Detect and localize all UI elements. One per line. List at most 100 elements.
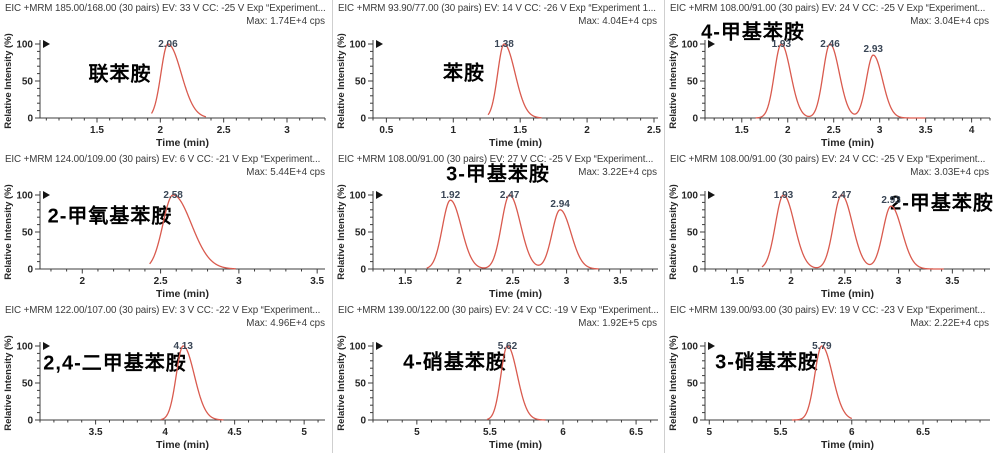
x-tick-label: 5.5 (774, 427, 788, 438)
x-tick-label: 2 (584, 125, 590, 136)
y-tick-label: 0 (692, 265, 698, 276)
trace-marker-icon (376, 40, 383, 48)
y-tick-label: 0 (692, 114, 698, 125)
chromatogram-panel[interactable]: EIC +MRM 93.90/77.00 (30 pairs) EV: 14 V… (332, 0, 664, 151)
y-axis-title: Relative Intensity (%) (3, 184, 14, 280)
chromatogram-trace (426, 194, 600, 270)
x-tick-label: 3.5 (919, 125, 933, 136)
trace-marker-icon (43, 191, 50, 199)
trace-marker-icon (708, 342, 715, 350)
chromatogram-plot: 0 50 100 1.5 2 2.5 3 3.5 4 Time (min) Relative Int… (668, 33, 991, 149)
peak-rt-label: 5.79 (812, 341, 832, 352)
x-axis-title: Time (min) (489, 137, 542, 149)
x-axis-title: Time (min) (156, 288, 209, 300)
chromatogram-panel[interactable]: EIC +MRM 139.00/93.00 (30 pairs) EV: 19 … (664, 302, 996, 453)
chromatogram-panel[interactable]: EIC +MRM 108.00/91.00 (30 pairs) EV: 27 … (332, 151, 664, 302)
y-tick-label: 100 (681, 40, 698, 51)
peak-rt-label: 2.93 (881, 195, 901, 206)
x-tick-label: 4 (162, 427, 168, 438)
peak-rt-label: 1.92 (441, 190, 461, 201)
y-tick-label: 100 (681, 191, 698, 202)
y-tick-label: 50 (687, 228, 699, 239)
chromatogram-panel[interactable]: EIC +MRM 185.00/168.00 (30 pairs) EV: 33… (0, 0, 332, 151)
y-tick-label: 100 (349, 40, 366, 51)
y-tick-label: 0 (360, 416, 366, 427)
chromatogram-plot: 0 50 100 0.5 1 1.5 2 2.5 Time (min) Relative Inte… (336, 33, 661, 149)
chromatogram-panel[interactable]: EIC +MRM 124.00/109.00 (30 pairs) EV: 6 … (0, 151, 332, 302)
peak-rt-label: 2.47 (832, 190, 852, 201)
compound-name-label: 2-甲氧基苯胺 (47, 205, 173, 228)
x-tick-label: 2 (158, 125, 164, 136)
y-axis-title: Relative Intensity (%) (668, 184, 679, 280)
chromatogram-trace (150, 43, 207, 118)
x-axis-title: Time (min) (821, 137, 874, 149)
trace-marker-icon (376, 342, 383, 350)
x-axis-title: Time (min) (821, 439, 874, 451)
y-axis-title: Relative Intensity (%) (668, 33, 679, 129)
x-tick-label: 5 (414, 427, 420, 438)
x-tick-label: 4 (969, 125, 975, 136)
x-tick-label: 1 (451, 125, 457, 136)
compound-name-label: 苯胺 (443, 62, 485, 85)
y-tick-label: 50 (687, 379, 699, 390)
y-tick-label: 100 (349, 342, 366, 353)
x-axis-title: Time (min) (489, 439, 542, 451)
chromatogram-plot: 0 50 100 3.5 4 4.5 5 Time (min) Relative Intensi… (3, 335, 325, 451)
trace-info-header: EIC +MRM 124.00/109.00 (30 pairs) EV: 6 … (5, 154, 321, 165)
x-tick-label: 3.5 (89, 427, 103, 438)
x-tick-label: 2.5 (217, 125, 231, 136)
y-tick-label: 100 (681, 342, 698, 353)
trace-marker-icon (708, 40, 715, 48)
x-tick-label: 5 (301, 427, 307, 438)
trace-marker-icon (43, 342, 50, 350)
peak-rt-label: 2.06 (158, 39, 178, 50)
y-tick-label: 100 (16, 40, 33, 51)
peak-rt-label: 4.13 (173, 341, 193, 352)
x-axis-title: Time (min) (489, 288, 542, 300)
chromatogram-panel[interactable]: EIC +MRM 139.00/122.00 (30 pairs) EV: 24… (332, 302, 664, 453)
trace-marker-icon (708, 191, 715, 199)
x-tick-label: 2.5 (838, 276, 852, 287)
chromatogram-trace (791, 345, 853, 421)
y-axis-title: Relative Intensity (%) (336, 184, 347, 280)
x-tick-label: 3 (896, 276, 902, 287)
trace-marker-icon (43, 40, 50, 48)
max-intensity-label: Max: 5.44E+4 cps (246, 167, 325, 178)
trace-info-header: EIC +MRM 108.00/91.00 (30 pairs) EV: 24 … (670, 3, 986, 14)
x-tick-label: 6 (560, 427, 566, 438)
x-tick-label: 1.5 (513, 125, 527, 136)
x-tick-label: 1.5 (398, 276, 412, 287)
x-tick-label: 6 (849, 427, 855, 438)
chromatogram-plot: 0 50 100 5 5.5 6 6.5 Time (min) Relative Intensi… (336, 335, 658, 451)
peak-rt-label: 2.46 (820, 39, 840, 50)
max-intensity-label: Max: 4.96E+4 cps (246, 318, 325, 329)
max-intensity-label: Max: 3.22E+4 cps (578, 167, 657, 178)
chromatogram-panel[interactable]: EIC +MRM 108.00/91.00 (30 pairs) EV: 24 … (664, 0, 996, 151)
x-tick-label: 6.5 (629, 427, 643, 438)
max-intensity-label: Max: 2.22E+4 cps (910, 318, 989, 329)
peak-rt-label: 2.58 (163, 190, 183, 201)
max-intensity-label: Max: 3.04E+4 cps (910, 16, 989, 27)
chromatogram-panel[interactable]: EIC +MRM 108.00/91.00 (30 pairs) EV: 24 … (664, 151, 996, 302)
y-tick-label: 0 (360, 265, 366, 276)
chromatogram-plot: 0 50 100 1.5 2 2.5 3 3.5 Time (min) Relative Inte… (668, 184, 990, 300)
x-tick-label: 0.5 (379, 125, 393, 136)
max-intensity-label: Max: 4.04E+4 cps (578, 16, 657, 27)
x-tick-label: 3.5 (945, 276, 959, 287)
x-tick-label: 2 (456, 276, 462, 287)
y-tick-label: 0 (360, 114, 366, 125)
x-tick-label: 2.5 (647, 125, 661, 136)
x-axis-title: Time (min) (156, 439, 209, 451)
chromatogram-trace (755, 43, 926, 119)
chromatogram-trace (761, 194, 944, 270)
compound-name-label: 联苯胺 (88, 63, 152, 86)
chromatogram-plot: 0 50 100 5 5.5 6 6.5 Time (min) Relative Intensi… (668, 335, 990, 451)
chromatogram-panel[interactable]: EIC +MRM 122.00/107.00 (30 pairs) EV: 3 … (0, 302, 332, 453)
x-tick-label: 3 (564, 276, 570, 287)
y-tick-label: 0 (27, 416, 33, 427)
y-tick-label: 50 (22, 379, 34, 390)
x-tick-label: 5.5 (483, 427, 497, 438)
x-tick-label: 3.5 (613, 276, 627, 287)
x-tick-label: 2.5 (827, 125, 841, 136)
